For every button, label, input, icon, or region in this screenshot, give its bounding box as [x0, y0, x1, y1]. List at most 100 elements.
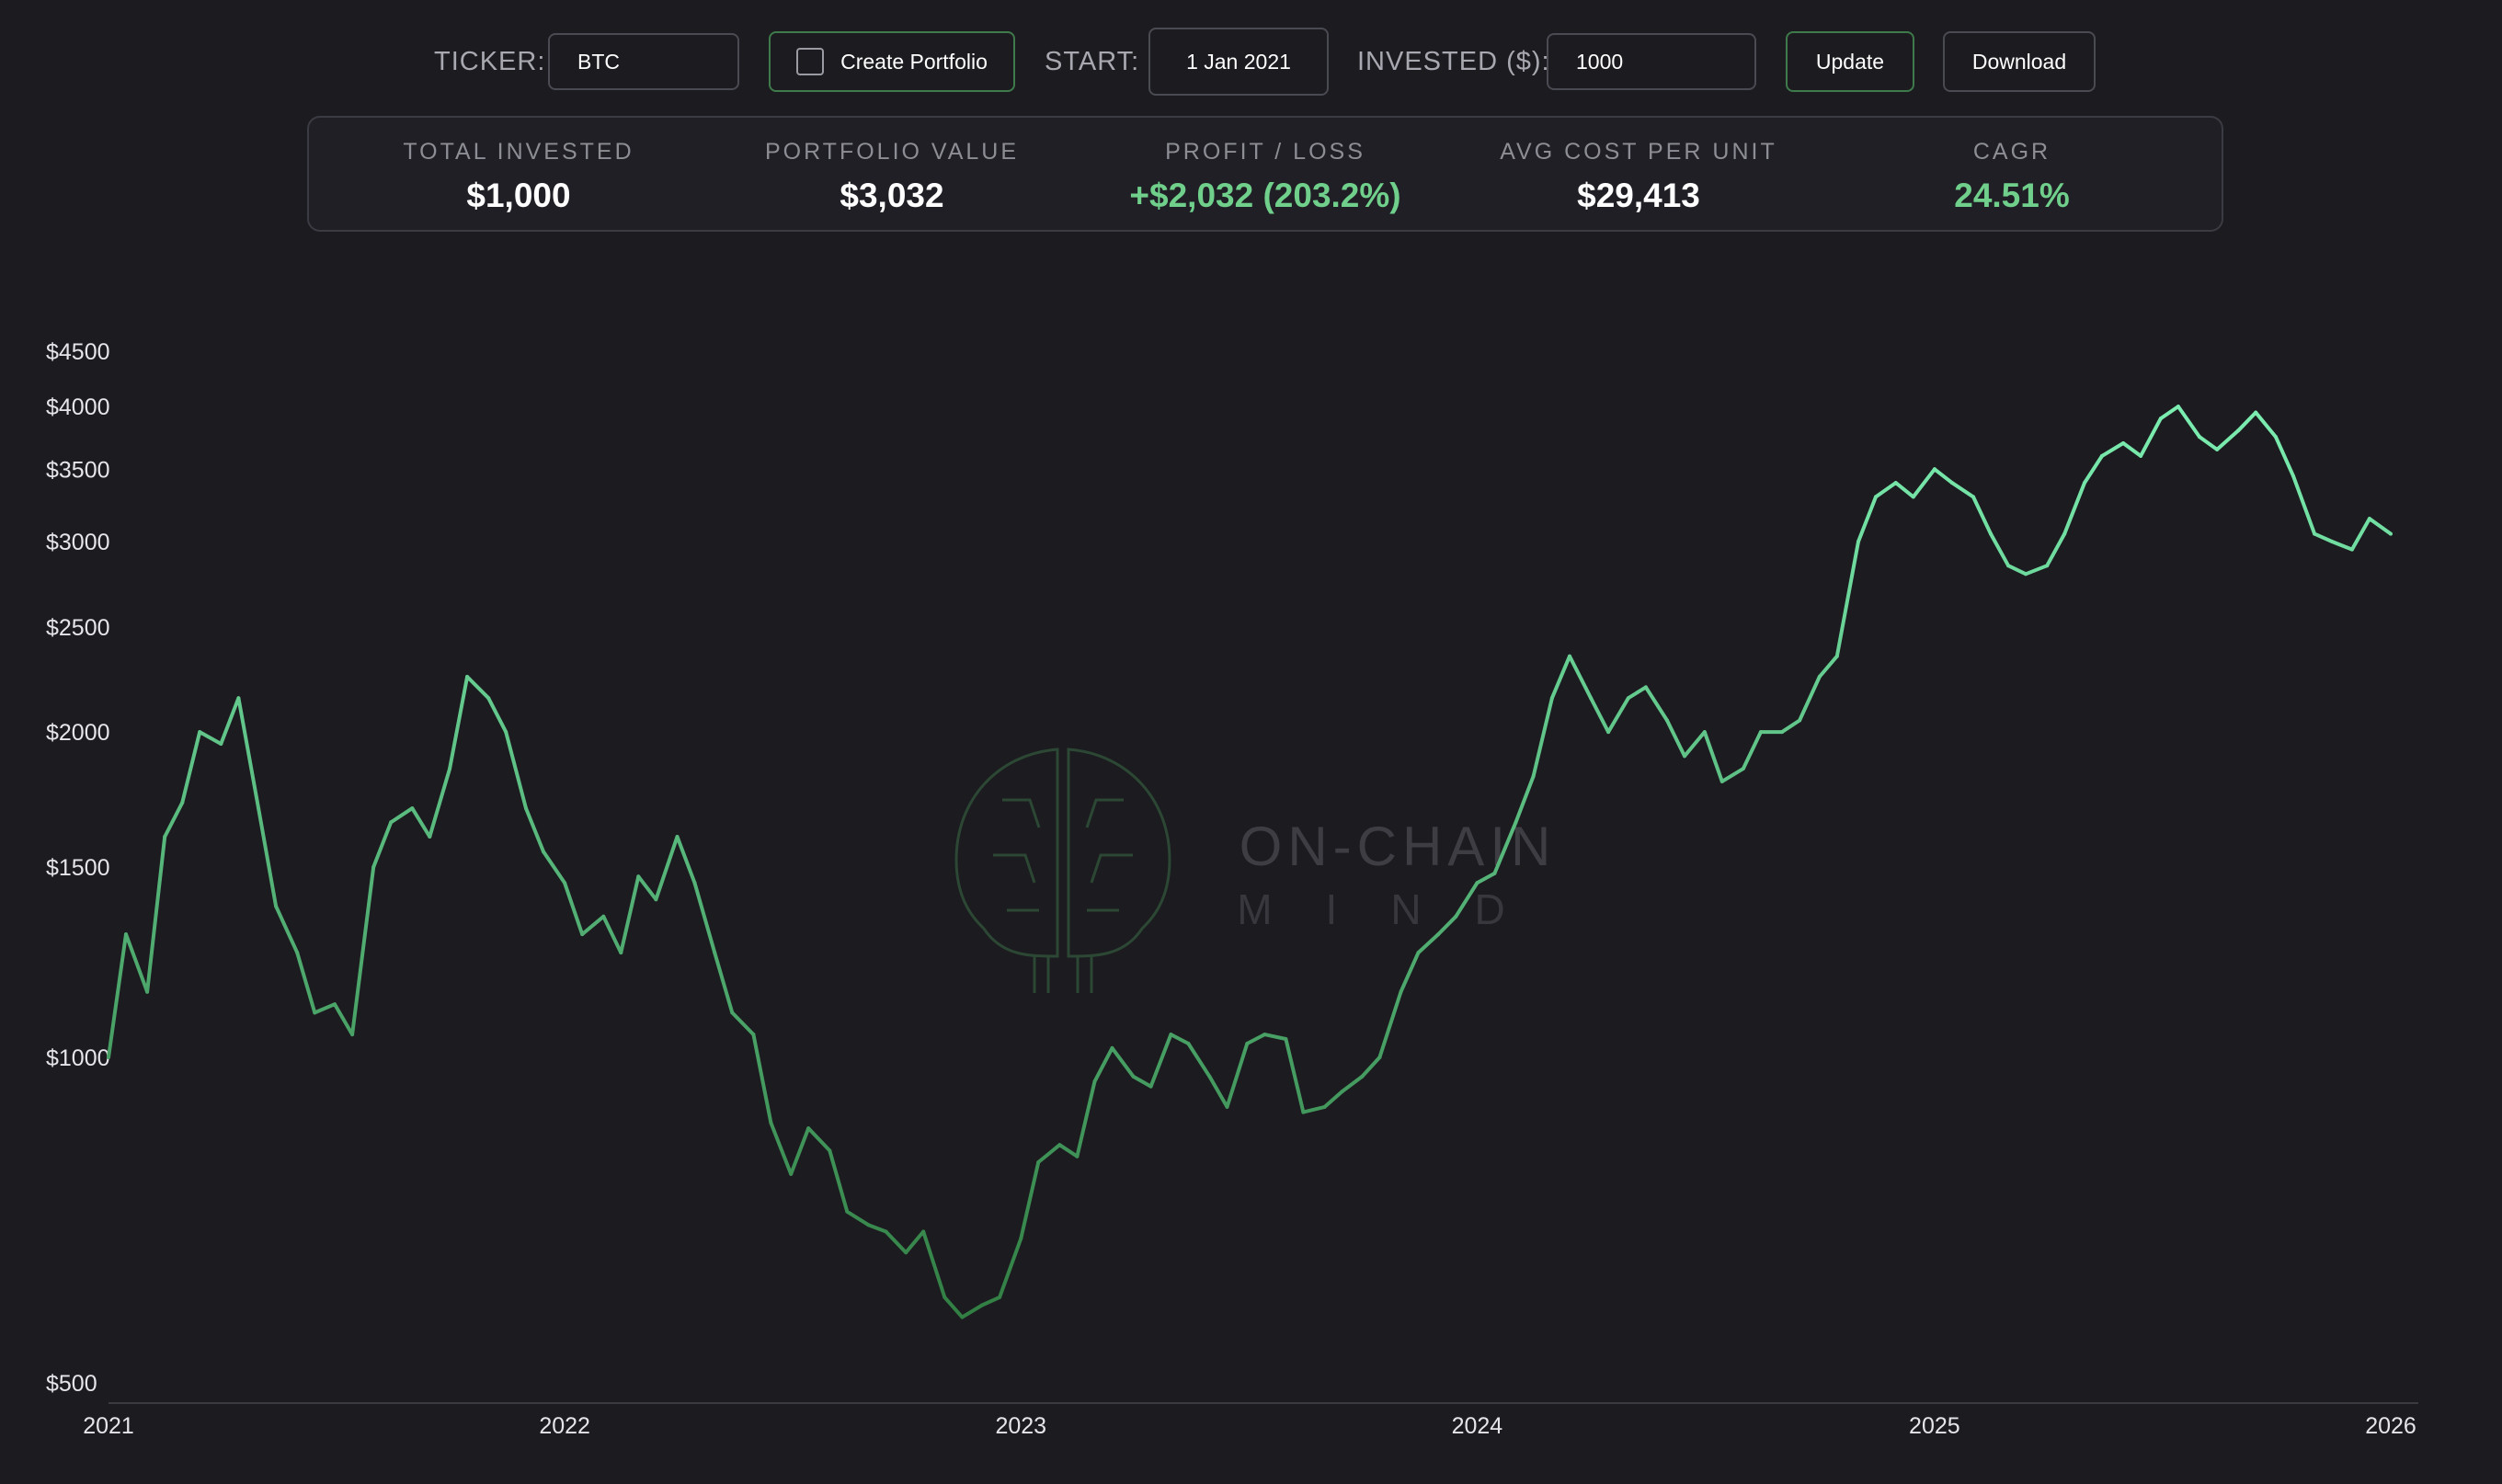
data-point: [1399, 989, 1403, 994]
data-point: [1893, 481, 1898, 485]
data-point: [219, 742, 223, 746]
data-point: [998, 1295, 1002, 1299]
y-tick-label: $1000: [46, 1045, 110, 1071]
data-point: [1169, 1033, 1173, 1037]
stat-value: $29,413: [1577, 177, 1700, 214]
data-point: [465, 675, 470, 679]
data-point: [1932, 467, 1936, 472]
invested-input[interactable]: [1547, 33, 1756, 90]
data-point: [2389, 531, 2393, 536]
data-point: [274, 904, 279, 908]
data-point: [1148, 1084, 1153, 1089]
data-point: [1589, 696, 1594, 701]
data-point: [2083, 481, 2086, 485]
data-point: [1719, 779, 1724, 783]
data-point: [866, 1223, 871, 1227]
data-point: [486, 696, 491, 701]
data-point: [1817, 675, 1822, 679]
data-point: [2024, 572, 2028, 576]
stat-title: PORTFOLIO VALUE: [764, 139, 1020, 165]
create-portfolio-toggle[interactable]: Create Portfolio: [769, 31, 1015, 92]
data-point: [2198, 435, 2201, 439]
data-point: [1416, 951, 1421, 955]
data-point: [257, 806, 261, 811]
x-tick-label: 2021: [83, 1413, 134, 1439]
data-point: [884, 1229, 888, 1234]
data-point: [675, 835, 680, 839]
data-point: [2006, 564, 2011, 568]
data-point: [236, 696, 241, 701]
checkbox-icon[interactable]: [796, 48, 825, 75]
start-date-input[interactable]: [1148, 28, 1329, 96]
data-point: [769, 1121, 773, 1125]
stat-value: $3,032: [840, 177, 944, 214]
data-point: [124, 932, 128, 937]
data-point: [1262, 1033, 1267, 1037]
data-point: [198, 730, 202, 735]
data-point: [1857, 540, 1860, 543]
data-point: [1874, 495, 1878, 499]
y-tick-label: $500: [46, 1371, 97, 1397]
stat-title: TOTAL INVESTED: [403, 139, 634, 165]
data-point: [2215, 447, 2220, 451]
data-point: [1110, 1045, 1114, 1050]
data-point: [313, 1010, 317, 1015]
data-point: [943, 1295, 947, 1299]
create-portfolio-label: Create Portfolio: [840, 49, 988, 74]
summary-panel: TOTAL INVESTED $1,000 PORTFOLIO VALUE $3…: [307, 116, 2223, 232]
download-button[interactable]: Download: [1943, 31, 2096, 92]
data-point: [1075, 1154, 1080, 1159]
x-tick-label: 2026: [2365, 1413, 2416, 1439]
data-point: [1626, 696, 1630, 701]
stat-avg-cost: AVG COST PER UNIT $29,413: [1455, 138, 1822, 215]
data-point: [828, 1148, 832, 1153]
update-button[interactable]: Update: [1786, 31, 1914, 92]
data-point: [1492, 871, 1497, 875]
data-point: [2349, 547, 2354, 552]
data-point: [580, 932, 585, 937]
data-point: [806, 1126, 811, 1131]
stat-title: AVG COST PER UNIT: [1500, 139, 1777, 165]
data-point: [524, 806, 528, 811]
data-point: [1284, 1037, 1288, 1041]
data-point: [1514, 820, 1518, 825]
data-point: [1322, 1104, 1327, 1109]
x-tick-label: 2025: [1909, 1413, 1960, 1439]
data-point: [904, 1250, 908, 1255]
data-point: [1549, 696, 1554, 701]
y-axis: $500 $1000 $1500 $2000 $2500 $3000 $3500 $4000 $…: [46, 339, 110, 1397]
data-point: [180, 801, 185, 805]
ticker-input[interactable]: [548, 33, 739, 90]
data-point: [2100, 453, 2104, 458]
data-point: [2254, 410, 2258, 415]
ticker-label: TICKER:: [434, 47, 546, 76]
data-point: [960, 1315, 965, 1319]
data-point: [1949, 481, 1954, 485]
data-point: [1568, 654, 1571, 658]
data-point: [2330, 540, 2335, 543]
data-point: [1377, 1056, 1382, 1059]
stat-value: $1,000: [466, 177, 571, 214]
data-point: [1606, 730, 1611, 735]
control-bar: TICKER: Create Portfolio START: INVESTED…: [0, 0, 2502, 110]
data-point: [2273, 435, 2278, 439]
x-tick-label: 2024: [1452, 1413, 1503, 1439]
stat-portfolio-value: PORTFOLIO VALUE $3,032: [708, 138, 1076, 215]
data-point: [448, 766, 452, 771]
data-point: [980, 1303, 985, 1307]
y-tick-label: $2000: [46, 720, 110, 746]
data-point: [1207, 1074, 1212, 1079]
data-point: [350, 1033, 355, 1037]
y-tick-label: $4500: [46, 339, 110, 365]
watermark-line1: ON-CHAIN: [1240, 816, 1557, 877]
y-tick-label: $1500: [46, 855, 110, 881]
data-point: [654, 897, 658, 902]
data-point: [295, 951, 300, 955]
x-tick-label: 2023: [995, 1413, 1046, 1439]
start-label: START:: [1045, 47, 1140, 76]
data-point: [1665, 718, 1669, 723]
y-tick-label: $3500: [46, 457, 110, 483]
series-layer: [107, 405, 2393, 1319]
data-point: [789, 1171, 794, 1176]
